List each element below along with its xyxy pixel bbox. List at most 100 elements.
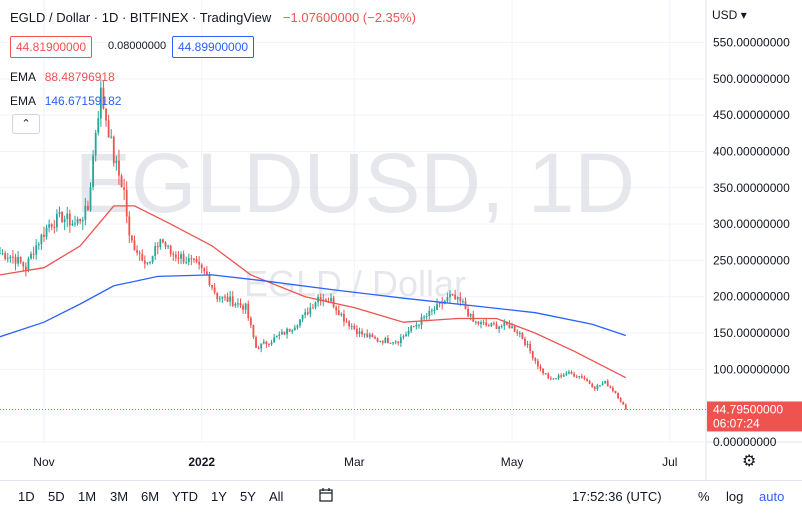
candle-body <box>296 325 299 328</box>
ema-fast-line <box>0 205 627 379</box>
range-5d-button[interactable]: 5D <box>48 489 65 504</box>
candle-body <box>164 242 167 247</box>
candle-body <box>534 358 537 361</box>
candle-body <box>252 325 255 338</box>
candle-body <box>604 381 607 384</box>
candle-body <box>319 296 322 302</box>
candle-body <box>286 328 288 335</box>
candle-body <box>288 328 291 332</box>
candle-body <box>624 404 627 410</box>
percent-scale-toggle[interactable]: % <box>698 489 710 504</box>
utc-clock[interactable]: 17:52:36 (UTC) <box>572 489 662 504</box>
candle-body <box>229 296 232 302</box>
x-tick-label: May <box>501 455 524 469</box>
candle-body <box>87 205 89 211</box>
candle-body <box>335 307 338 311</box>
buy-price-button[interactable]: 44.89900000 <box>172 36 255 58</box>
candle-body <box>469 314 472 317</box>
candle-body <box>97 118 100 133</box>
ema-slow-legend[interactable]: EMA 146.67159182 <box>10 94 121 108</box>
candle-body <box>110 136 113 138</box>
candle-body <box>355 328 358 334</box>
y-tick-label: 250.00000000 <box>713 253 790 267</box>
candle-body <box>193 258 195 260</box>
ema-fast-legend[interactable]: EMA 88.48796918 <box>10 70 115 84</box>
x-tick-label: Mar <box>344 455 365 469</box>
auto-scale-toggle[interactable]: auto <box>759 489 785 504</box>
range-3m-button[interactable]: 3M <box>110 489 129 504</box>
candle-body <box>405 334 407 337</box>
candle-body <box>120 175 123 188</box>
x-tick-label: Jul <box>662 455 677 469</box>
candle-body <box>591 383 594 387</box>
candle-body <box>187 258 190 263</box>
candle-body <box>449 294 451 298</box>
range-5y-button[interactable]: 5Y <box>240 489 256 504</box>
currency-selector[interactable]: USD ▾ <box>712 8 747 22</box>
candle-body <box>123 187 126 190</box>
chevron-up-icon: ⌃ <box>21 118 31 130</box>
candle-body <box>182 254 185 263</box>
candle-body <box>218 298 221 300</box>
candle-body <box>562 374 565 377</box>
price-chart[interactable]: 550.00000000 500.00000000 450.00000000 400.… <box>0 0 802 480</box>
log-scale-toggle[interactable]: log <box>726 489 744 504</box>
candle-body <box>177 257 180 259</box>
candle-body <box>593 386 596 389</box>
candle-body <box>599 385 601 387</box>
candle-body <box>557 375 560 379</box>
candle-body <box>84 205 87 220</box>
candle-body <box>433 310 436 312</box>
candle-body <box>128 216 131 236</box>
candle-body <box>275 335 278 338</box>
candle-body <box>345 321 348 323</box>
gear-icon[interactable]: ⚙ <box>742 453 757 470</box>
candle-body <box>407 330 410 335</box>
candle-body <box>459 296 462 302</box>
candle-body <box>154 246 157 257</box>
range-1d-button[interactable]: 1D <box>18 489 35 504</box>
candle-body <box>216 292 219 300</box>
candle-body <box>198 261 201 265</box>
candle-body <box>40 234 43 245</box>
sell-price-button[interactable]: 44.81900000 <box>10 36 93 58</box>
candle-body <box>415 324 418 327</box>
symbol-title: EGLD / Dollar · 1D · BITFINEX · TradingV… <box>10 10 272 25</box>
candle-body <box>125 189 128 217</box>
candle-body <box>614 390 617 393</box>
candle-body <box>6 258 9 260</box>
range-ytd-button[interactable]: YTD <box>172 489 198 504</box>
candle-body <box>363 333 366 335</box>
candle-body <box>172 253 175 255</box>
y-tick-label: 400.00000000 <box>713 144 790 158</box>
candle-body <box>242 305 244 310</box>
range-6m-button[interactable]: 6M <box>141 489 160 504</box>
range-all-button[interactable]: All <box>269 489 284 504</box>
candle-body <box>283 331 286 335</box>
candle-body <box>480 322 482 325</box>
candle-body <box>544 373 547 375</box>
ema-fast-name: EMA <box>10 70 36 84</box>
candle-body <box>547 373 550 379</box>
candle-body <box>609 386 612 388</box>
candle-body <box>45 227 48 237</box>
chart-area[interactable]: 550.00000000 500.00000000 450.00000000 400.… <box>0 0 802 480</box>
candle-body <box>513 326 516 332</box>
x-tick-label: Nov <box>33 455 54 469</box>
watermark-symbol: EGLDUSD, 1D <box>75 136 635 230</box>
candle-body <box>63 219 66 222</box>
candle-body <box>560 375 563 377</box>
range-1m-button[interactable]: 1M <box>78 489 97 504</box>
candle-body <box>549 378 552 380</box>
candle-body <box>136 250 138 253</box>
candle-body <box>394 341 397 343</box>
collapse-legend-button[interactable]: ⌃ <box>12 114 40 134</box>
date-range-icon[interactable] <box>318 487 334 506</box>
candle-body <box>265 341 268 345</box>
candle-body <box>249 317 252 326</box>
candle-body <box>146 262 149 264</box>
range-1y-button[interactable]: 1Y <box>211 489 227 504</box>
candle-body <box>71 223 74 226</box>
candle-body <box>596 385 599 389</box>
candle-body <box>374 336 376 339</box>
